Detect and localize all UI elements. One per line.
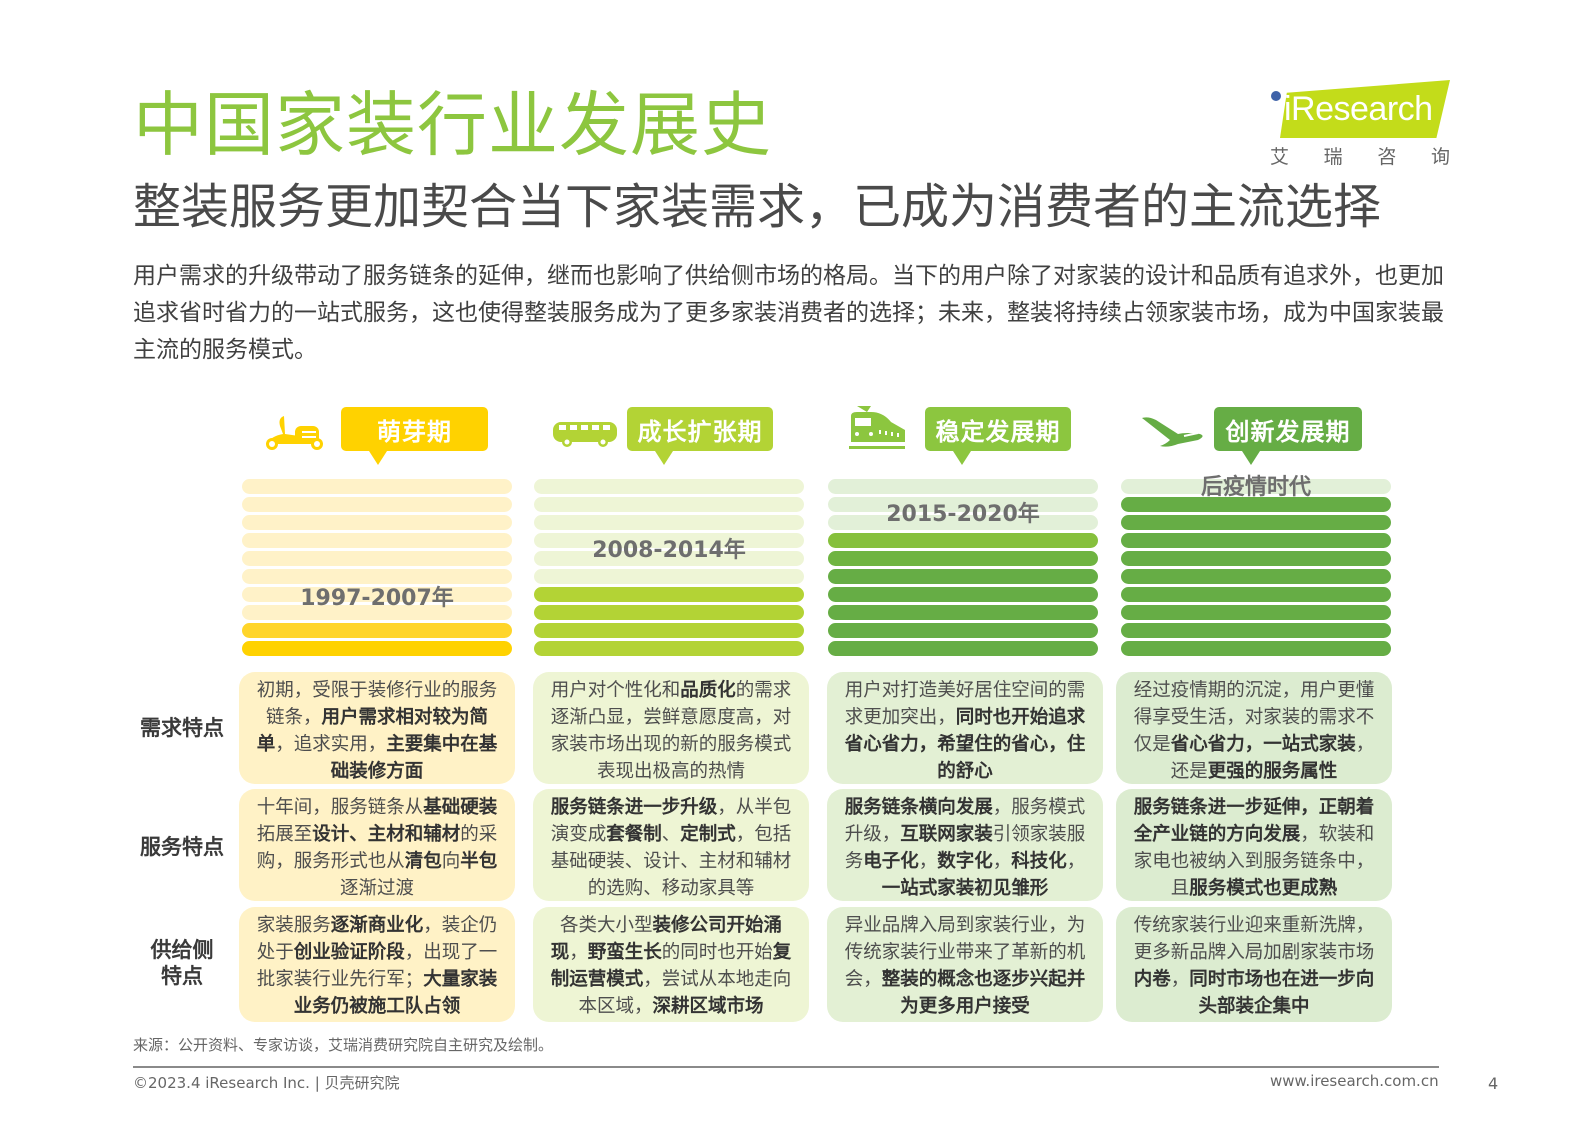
cell-service-stage3: 服务链条横向发展，服务模式升级，互联网家装引领家装服务电子化，数字化，科技化，一…	[827, 789, 1103, 901]
cell-supply-stage3: 异业品牌入局到家装行业，为传统家装行业带来了革新的机会，整装的概念也逐步兴起并为…	[827, 907, 1103, 1022]
bar-empty	[534, 515, 804, 530]
cell-service-stage2: 服务链条进一步升级，从半包演变成套餐制、定制式，包括基础硬装、设计、主材和辅材的…	[533, 789, 809, 901]
period-label: 1997-2007年	[300, 586, 454, 611]
bar-empty	[534, 551, 804, 566]
bar-empty	[242, 479, 512, 494]
source-note: 来源：公开资料、专家访谈，艾瑞消费研究院自主研究及绘制。	[133, 1036, 554, 1054]
footer-divider	[133, 1066, 1439, 1068]
cell-service-stage1: 十年间，服务链条从基础硬装拓展至设计、主材和辅材的采购，服务形式也从清包向半包逐…	[239, 789, 515, 901]
page-number: 4	[1488, 1074, 1499, 1093]
bar-filled	[828, 569, 1098, 584]
bar-filled	[534, 641, 804, 656]
bar-filled	[1121, 641, 1391, 656]
bar-empty	[828, 515, 1098, 530]
page-subtitle: 整装服务更加契合当下家装需求，已成为消费者的主流选择	[133, 179, 1382, 235]
bar-filled	[828, 605, 1098, 620]
logo-char: 瑞	[1323, 146, 1343, 168]
page-title: 中国家装行业发展史	[133, 84, 772, 166]
row-label-service: 服务特点	[140, 835, 224, 859]
bar-empty	[242, 533, 512, 548]
website-link[interactable]: www.iresearch.com.cn	[1270, 1072, 1439, 1090]
bar-filled	[242, 641, 512, 656]
cell-demand-stage3: 用户对打造美好居住空间的需求更加突出，同时也开始追求省心省力，希望住的省心，住的…	[827, 672, 1103, 784]
bus-icon	[553, 422, 617, 447]
bar-empty	[242, 551, 512, 566]
bar-filled	[828, 623, 1098, 638]
logo-chinese: 艾 瑞 咨 询	[1270, 142, 1450, 169]
bar-empty	[534, 569, 804, 584]
bar-filled	[242, 623, 512, 638]
bar-empty	[242, 605, 512, 620]
period-label: 后疫情时代	[1200, 475, 1311, 500]
bar-filled	[1121, 515, 1391, 530]
bar-empty	[242, 587, 512, 602]
logo-char: 询	[1430, 146, 1450, 168]
cell-supply-stage1: 家装服务逐渐商业化，装企仍处于创业验证阶段，出现了一批家装行业先行军；大量家装业…	[239, 907, 515, 1022]
cell-demand-stage1: 初期，受限于装修行业的服务链条，用户需求相对较为简单，追求实用，主要集中在基础装…	[239, 672, 515, 784]
stage-tag: 萌芽期	[341, 407, 488, 465]
period-label: 2008-2014年	[592, 538, 746, 563]
bar-empty	[242, 515, 512, 530]
cell-demand-stage4: 经过疫情期的沉淀，用户更懂得享受生活，对家装的需求不仅是省心省力，一站式家装，还…	[1116, 672, 1392, 784]
row-label-supply: 供给侧 特点	[130, 937, 234, 989]
bar-filled	[534, 587, 804, 602]
progress-bars-stage3: 2015-2020年	[828, 476, 1098, 660]
bar-empty	[828, 497, 1098, 512]
progress-bars-stage1: 1997-2007年	[242, 476, 512, 660]
stage-stable: 稳定发展期	[847, 404, 1147, 465]
bar-empty	[534, 497, 804, 512]
logo-char: 艾	[1270, 146, 1290, 168]
bar-filled	[828, 587, 1098, 602]
page-description: 用户需求的升级带动了服务链条的延伸，继而也影响了供给侧市场的格局。当下的用户除了…	[133, 263, 1444, 363]
bar-empty	[534, 479, 804, 494]
stage-growth: 成长扩张期	[551, 404, 851, 465]
cell-demand-stage2: 用户对个性化和品质化的需求逐渐凸显，尝鲜意愿度高，对家装市场出现的新的服务模式表…	[533, 672, 809, 784]
cell-supply-stage4: 传统家装行业迎来重新洗牌，更多新品牌入局加剧家装市场内卷，同时市场也在进一步向头…	[1116, 907, 1392, 1022]
cell-service-stage4: 服务链条进一步延伸，正朝着全产业链的方向发展，软装和家电也被纳入到服务链条中，且…	[1116, 789, 1392, 901]
bar-filled	[534, 623, 804, 638]
logo-text: iResearch	[1284, 90, 1433, 128]
bar-filled	[1121, 569, 1391, 584]
logo-dot	[1271, 91, 1281, 101]
bar-filled	[828, 641, 1098, 656]
stage-tag: 成长扩张期	[627, 407, 773, 465]
stage-sprout: 萌芽期	[262, 404, 562, 465]
bar-filled	[1121, 533, 1391, 548]
stage-tag: 创新发展期	[1214, 407, 1362, 465]
stage-tag: 稳定发展期	[925, 407, 1071, 465]
progress-bars-stage2: 2008-2014年	[534, 476, 804, 660]
period-label: 2015-2020年	[886, 502, 1040, 527]
scooter-icon	[266, 416, 323, 450]
row-label-demand: 需求特点	[140, 716, 224, 740]
bar-filled	[828, 533, 1098, 548]
bar-empty	[828, 479, 1098, 494]
logo-char: 咨	[1377, 146, 1397, 168]
bar-filled	[1121, 605, 1391, 620]
row-label-supply-line2: 特点	[161, 964, 203, 988]
bar-filled	[1121, 497, 1391, 512]
stage-innovation: 创新发展期	[1140, 404, 1440, 465]
cell-supply-stage2: 各类大小型装修公司开始涌现，野蛮生长的同时也开始复制运营模式，尝试从本地走向本区…	[533, 907, 809, 1022]
bar-filled	[1121, 551, 1391, 566]
bar-empty	[534, 533, 804, 548]
bar-filled	[1121, 623, 1391, 638]
copyright: ©2023.4 iResearch Inc. | 贝壳研究院	[133, 1074, 400, 1092]
train-icon	[849, 406, 905, 449]
bar-filled	[1121, 587, 1391, 602]
bar-empty	[1121, 479, 1391, 494]
bar-empty	[242, 497, 512, 512]
bar-filled	[828, 551, 1098, 566]
bar-empty	[242, 569, 512, 584]
progress-bars-stage4: 后疫情时代	[1121, 475, 1391, 660]
bar-filled	[534, 605, 804, 620]
iresearch-logo: iResearch 艾 瑞 咨 询	[1268, 76, 1478, 176]
row-label-supply-line1: 供给侧	[150, 938, 214, 962]
airplane-icon	[1142, 417, 1203, 447]
